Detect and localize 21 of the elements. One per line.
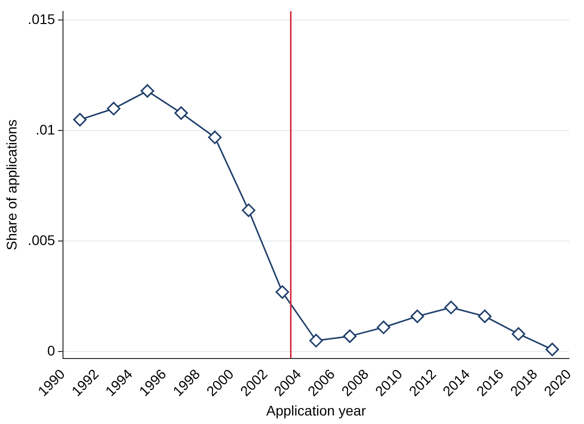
point (512, 327, 526, 341)
point (343, 329, 357, 343)
point (410, 310, 424, 324)
point (73, 112, 87, 126)
point (276, 285, 290, 299)
point (106, 102, 120, 116)
point (242, 204, 256, 218)
y-tick-label: .015 (28, 11, 56, 28)
point (208, 130, 222, 144)
point (546, 342, 559, 356)
point (376, 320, 390, 334)
point (174, 106, 188, 120)
point (478, 310, 492, 324)
point (140, 84, 154, 98)
x-axis-title: Application year (266, 402, 366, 418)
point (309, 334, 323, 348)
y-tick-label: .01 (36, 122, 56, 138)
y-tick-label: .005 (28, 232, 56, 248)
y-tick-label: 0 (47, 342, 56, 359)
point (444, 300, 458, 314)
y-axis-title: Share of applications (3, 119, 20, 250)
